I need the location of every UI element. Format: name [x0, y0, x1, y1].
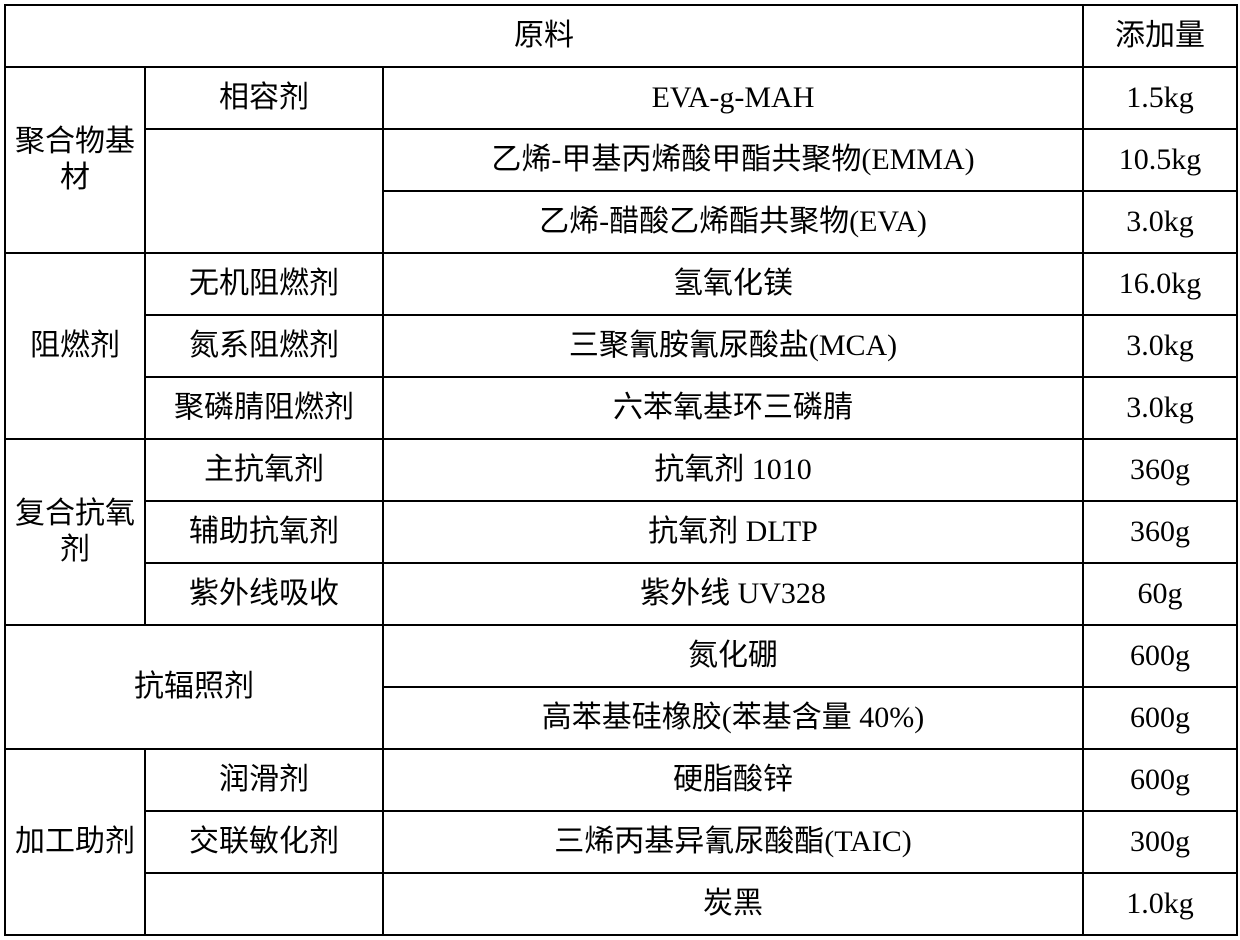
material-cell: 氢氧化镁: [383, 253, 1083, 315]
sub-cell: [145, 129, 383, 253]
table-row: 炭黑 1.0kg: [5, 873, 1237, 935]
table-row: 紫外线吸收 紫外线 UV328 60g: [5, 563, 1237, 625]
sub-cell: 辅助抗氧剂: [145, 501, 383, 563]
material-cell: 乙烯-甲基丙烯酸甲酯共聚物(EMMA): [383, 129, 1083, 191]
amount-cell: 300g: [1083, 811, 1237, 873]
amount-cell: 3.0kg: [1083, 191, 1237, 253]
group-cell: 加工助剂: [5, 749, 145, 935]
material-cell: 乙烯-醋酸乙烯酯共聚物(EVA): [383, 191, 1083, 253]
sub-cell: 紫外线吸收: [145, 563, 383, 625]
table-header-row: 原料 添加量: [5, 5, 1237, 67]
material-cell: 炭黑: [383, 873, 1083, 935]
sub-cell: 氮系阻燃剂: [145, 315, 383, 377]
material-cell: 高苯基硅橡胶(苯基含量 40%): [383, 687, 1083, 749]
group-cell: 聚合物基材: [5, 67, 145, 253]
material-cell: EVA-g-MAH: [383, 67, 1083, 129]
table-row: 氮系阻燃剂 三聚氰胺氰尿酸盐(MCA) 3.0kg: [5, 315, 1237, 377]
table-row: 聚磷腈阻燃剂 六苯氧基环三磷腈 3.0kg: [5, 377, 1237, 439]
group-cell: 复合抗氧剂: [5, 439, 145, 625]
amount-cell: 3.0kg: [1083, 377, 1237, 439]
amount-cell: 1.5kg: [1083, 67, 1237, 129]
amount-cell: 1.0kg: [1083, 873, 1237, 935]
header-amount: 添加量: [1083, 5, 1237, 67]
sub-cell: [145, 873, 383, 935]
table-row: 阻燃剂 无机阻燃剂 氢氧化镁 16.0kg: [5, 253, 1237, 315]
materials-table: 原料 添加量 聚合物基材 相容剂 EVA-g-MAH 1.5kg 乙烯-甲基丙烯…: [4, 4, 1238, 936]
amount-cell: 3.0kg: [1083, 315, 1237, 377]
amount-cell: 10.5kg: [1083, 129, 1237, 191]
group-cell: 抗辐照剂: [5, 625, 383, 749]
table-row: 聚合物基材 相容剂 EVA-g-MAH 1.5kg: [5, 67, 1237, 129]
material-cell: 抗氧剂 1010: [383, 439, 1083, 501]
material-cell: 抗氧剂 DLTP: [383, 501, 1083, 563]
amount-cell: 600g: [1083, 625, 1237, 687]
sub-cell: 交联敏化剂: [145, 811, 383, 873]
amount-cell: 600g: [1083, 749, 1237, 811]
table-row: 交联敏化剂 三烯丙基异氰尿酸酯(TAIC) 300g: [5, 811, 1237, 873]
sub-cell: 聚磷腈阻燃剂: [145, 377, 383, 439]
table-row: 辅助抗氧剂 抗氧剂 DLTP 360g: [5, 501, 1237, 563]
amount-cell: 16.0kg: [1083, 253, 1237, 315]
amount-cell: 600g: [1083, 687, 1237, 749]
table-row: 乙烯-甲基丙烯酸甲酯共聚物(EMMA) 10.5kg: [5, 129, 1237, 191]
table-row: 抗辐照剂 氮化硼 600g: [5, 625, 1237, 687]
material-cell: 三烯丙基异氰尿酸酯(TAIC): [383, 811, 1083, 873]
material-cell: 紫外线 UV328: [383, 563, 1083, 625]
amount-cell: 360g: [1083, 439, 1237, 501]
sub-cell: 润滑剂: [145, 749, 383, 811]
header-material: 原料: [5, 5, 1083, 67]
material-cell: 硬脂酸锌: [383, 749, 1083, 811]
material-cell: 三聚氰胺氰尿酸盐(MCA): [383, 315, 1083, 377]
table-row: 加工助剂 润滑剂 硬脂酸锌 600g: [5, 749, 1237, 811]
material-cell: 氮化硼: [383, 625, 1083, 687]
sub-cell: 主抗氧剂: [145, 439, 383, 501]
amount-cell: 60g: [1083, 563, 1237, 625]
sub-cell: 相容剂: [145, 67, 383, 129]
amount-cell: 360g: [1083, 501, 1237, 563]
group-cell: 阻燃剂: [5, 253, 145, 439]
material-cell: 六苯氧基环三磷腈: [383, 377, 1083, 439]
sub-cell: 无机阻燃剂: [145, 253, 383, 315]
table-row: 复合抗氧剂 主抗氧剂 抗氧剂 1010 360g: [5, 439, 1237, 501]
